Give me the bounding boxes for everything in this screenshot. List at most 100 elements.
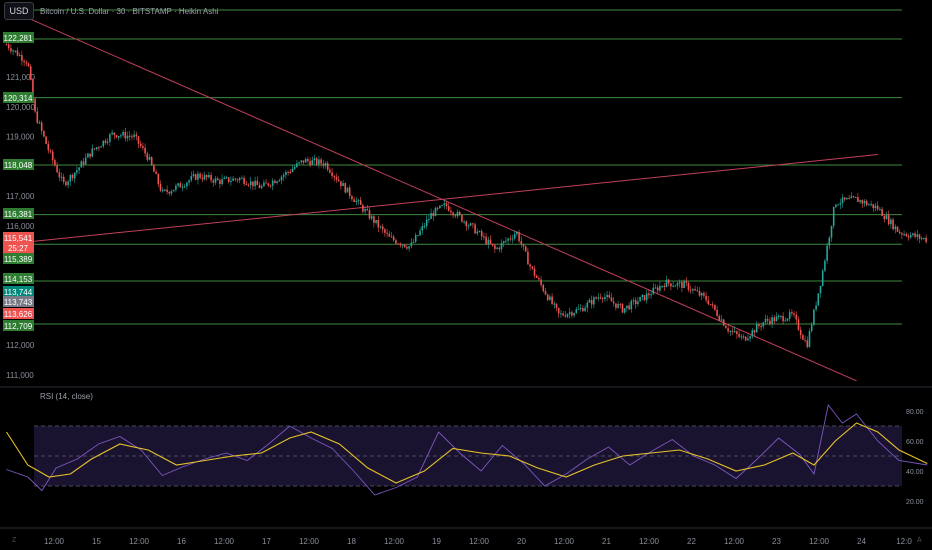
- candle-body: [676, 282, 679, 286]
- candle-body: [562, 313, 564, 316]
- candle-body: [480, 231, 483, 237]
- candle-body: [432, 213, 435, 217]
- candle-body: [639, 296, 641, 302]
- candle-body: [210, 174, 212, 181]
- candle-body: [595, 297, 597, 299]
- candle-body: [452, 212, 454, 216]
- candle-body: [280, 176, 283, 181]
- candle-body: [553, 303, 556, 305]
- candle-body: [516, 232, 518, 235]
- candle-body: [846, 198, 848, 200]
- price-tag-label: 114,153: [4, 275, 33, 284]
- candle-body: [489, 239, 492, 244]
- candle-body: [311, 160, 314, 166]
- candle-body: [144, 147, 146, 154]
- rsi-pane[interactable]: 80.00 60.00 40.00 20.00: [6, 403, 928, 506]
- candle-body: [681, 282, 683, 288]
- candle-body: [392, 236, 395, 241]
- candle-body: [819, 285, 822, 294]
- candle-body: [93, 148, 96, 150]
- candle-body: [441, 205, 443, 207]
- candle-body: [698, 291, 701, 296]
- time-tick-label: 12:00: [299, 537, 320, 546]
- candle-body: [159, 183, 162, 191]
- time-tick-label: 20: [517, 537, 526, 546]
- candle-body: [384, 229, 386, 233]
- candle-body: [51, 151, 54, 161]
- candle-body: [608, 295, 611, 298]
- candle-body: [610, 297, 613, 302]
- candle-body: [672, 285, 674, 287]
- candle-body: [331, 172, 333, 176]
- candle-body: [353, 199, 355, 202]
- candle-body: [27, 63, 30, 67]
- candle-body: [564, 315, 567, 317]
- candle-body: [454, 215, 457, 217]
- candle-body: [661, 285, 663, 287]
- candle-body: [733, 331, 736, 333]
- candle-body: [142, 146, 144, 148]
- candle-body: [518, 232, 520, 242]
- candle-body: [102, 140, 105, 147]
- candle-body: [749, 336, 751, 339]
- candle-body: [575, 309, 578, 314]
- currency-button[interactable]: USD: [4, 2, 34, 20]
- candle-body: [155, 171, 157, 174]
- candle-body: [456, 212, 459, 217]
- candle-body: [826, 245, 828, 261]
- candle-body: [491, 243, 494, 246]
- candle-body: [109, 134, 111, 142]
- candle-body: [324, 163, 327, 166]
- candle-body: [784, 320, 787, 322]
- candle-body: [168, 191, 171, 194]
- candle-body: [566, 314, 569, 317]
- candle-body: [45, 136, 47, 145]
- candle-body: [597, 297, 600, 299]
- z-icon[interactable]: Z: [12, 537, 17, 544]
- candle-body: [549, 296, 551, 301]
- candle-body: [56, 165, 58, 173]
- candle-body: [509, 238, 512, 240]
- time-tick-label: 18: [347, 537, 356, 546]
- candle-body: [117, 136, 120, 138]
- candle-body: [388, 233, 391, 237]
- candle-body: [579, 308, 582, 310]
- candle-body: [485, 236, 487, 244]
- candle-body: [40, 122, 43, 131]
- candle-body: [335, 176, 338, 180]
- candle-body: [641, 295, 644, 297]
- candle-body: [793, 313, 795, 315]
- candle-body: [359, 200, 362, 205]
- rsi-indicator-label[interactable]: RSI (14, close): [40, 392, 93, 401]
- candle-body: [150, 157, 153, 166]
- candle-body: [247, 184, 250, 186]
- candle-body: [115, 135, 118, 138]
- candle-body: [390, 236, 393, 238]
- candle-body: [843, 197, 846, 200]
- candle-body: [920, 238, 923, 240]
- candle-body: [78, 167, 80, 171]
- candle-body: [718, 316, 721, 321]
- candle-body: [428, 218, 430, 220]
- candle-body: [872, 204, 875, 209]
- candle-body: [791, 312, 793, 314]
- candle-body: [755, 324, 758, 333]
- candle-body: [194, 174, 197, 180]
- candle-body: [333, 175, 336, 177]
- candle-body: [32, 79, 34, 99]
- candle-body: [832, 207, 835, 226]
- candle-body: [133, 134, 135, 138]
- candle-body: [249, 181, 252, 186]
- candle-body: [313, 158, 316, 161]
- candle-body: [551, 296, 553, 304]
- candle-body: [507, 238, 509, 241]
- auto-scale-icon[interactable]: A: [917, 537, 922, 544]
- candle-body: [652, 287, 655, 295]
- candle-body: [177, 183, 179, 186]
- time-axis[interactable]: 12:00 15 12:00 16 12:00 17 12:00 18 12:00 19 12:00…: [0, 527, 932, 546]
- price-pane[interactable]: 121,000 120,000 119,000 117,000 116,000 112,0…: [0, 8, 932, 388]
- rsi-tick-label: 40.00: [906, 469, 924, 476]
- candle-body: [21, 55, 23, 61]
- candle-body: [795, 314, 798, 320]
